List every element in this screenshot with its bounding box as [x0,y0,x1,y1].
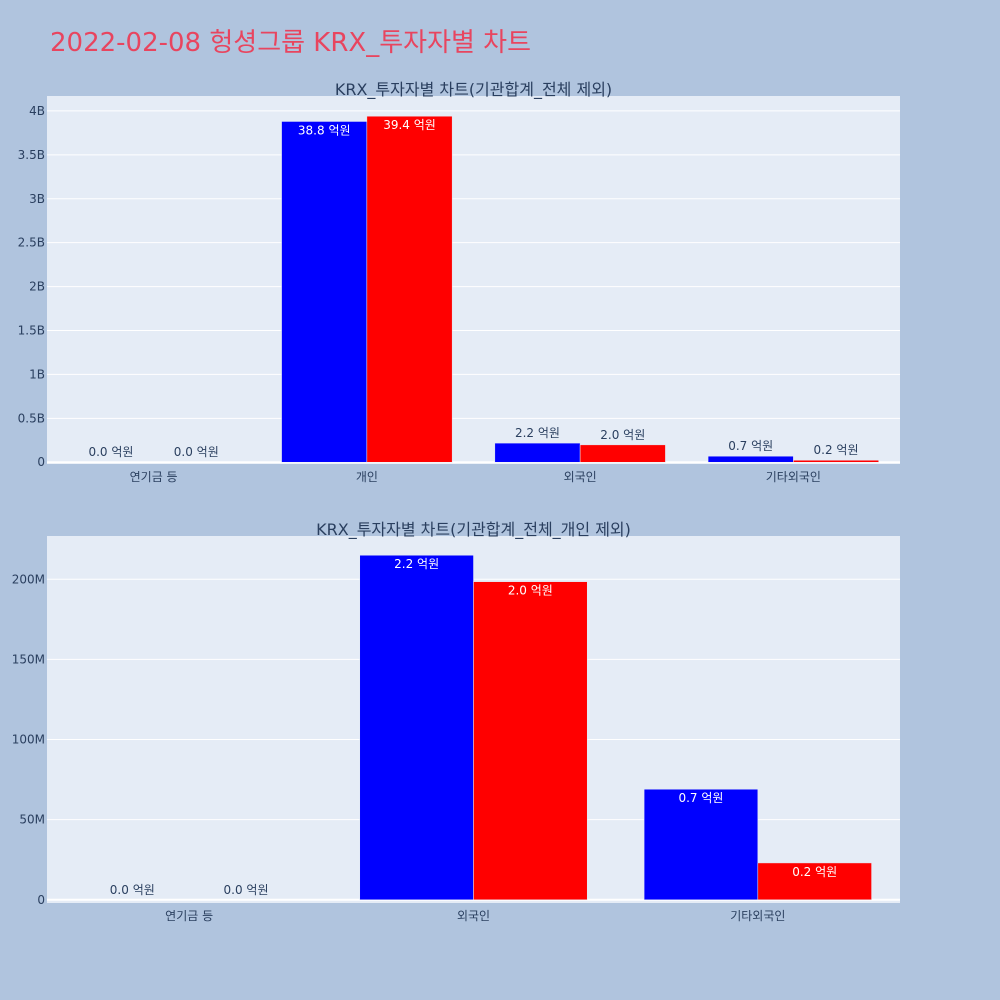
chart-1-ytick-label: 2B [29,280,45,294]
chart-1-ytick-label: 3.5B [18,148,45,162]
chart-1-ytick-label: 2.5B [18,236,45,250]
chart-2-ytick-label: 150M [12,652,45,666]
chart-2-ytick-label: 50M [19,813,45,827]
chart-2-xtick-label: 외국인 [457,909,490,923]
chart-1-xtick-label: 외국인 [564,470,597,484]
chart-1-data-label: 0.2 억원 [814,443,859,457]
chart-1-data-label: 0.7 억원 [728,439,773,453]
chart-2-bar [359,554,474,901]
chart-1-data-label: 2.0 억원 [600,428,645,442]
chart-2-data-label: 2.0 억원 [508,584,553,598]
page-title: 2022-02-08 헝셩그룹 KRX_투자자별 차트 [50,28,532,58]
chart-2-ytick-label: 100M [12,733,45,747]
chart-2: KRX_투자자별 차트(기관합계_전체_개인 제외) 0 50M 100M 150M 20… [12,520,900,923]
chart-2-data-label: 0.0 억원 [224,883,269,897]
chart-2-bar [473,581,588,901]
chart-1-ytick-label: 3B [29,192,45,206]
chart-1-plot-area [47,96,900,464]
chart-1-ytick-label: 1.5B [18,324,45,338]
chart-1-data-label: 0.0 억원 [88,445,133,459]
chart-1-bar [494,442,581,463]
chart-2-title: KRX_투자자별 차트(기관합계_전체_개인 제외) [316,520,631,540]
chart-1-bar [579,444,666,463]
chart-1-data-label: 39.4 억원 [383,118,436,132]
chart-2-xtick-label: 기타외국인 [730,909,785,923]
chart-1-bar [281,121,368,463]
chart-2-bar [757,862,872,901]
chart-2-data-label: 2.2 억원 [394,557,439,571]
chart-2-ytick-label: 0 [37,893,45,907]
chart-2-data-label: 0.2 억원 [792,865,837,879]
chart-1-xtick-label: 연기금 등 [130,470,178,484]
chart-2-data-label: 0.0 억원 [110,883,155,897]
chart-2-ytick-label: 200M [12,572,45,586]
chart-2-xtick-label: 연기금 등 [165,909,213,923]
chart-1-bar [793,459,879,463]
chart-1-xtick-label: 기타외국인 [766,470,821,484]
chart-1-ytick-label: 0 [37,455,45,469]
chart-1-xtick-label: 개인 [356,470,378,484]
chart-1-data-label: 2.2 억원 [515,426,560,440]
chart-1-title: KRX_투자자별 차트(기관합계_전체 제외) [335,80,612,100]
chart-1-bar [366,115,453,463]
chart-1-ytick-label: 1B [29,367,45,381]
chart-1-bar [707,455,794,463]
chart-1-ytick-label: 4B [29,104,45,118]
chart-2-data-label: 0.7 억원 [678,791,723,805]
chart-1-ytick-label: 0.5B [18,411,45,425]
chart-2-bar [643,788,759,901]
chart-1-data-label: 38.8 억원 [298,123,351,137]
chart-1-data-label: 0.0 억원 [174,445,219,459]
chart-1: KRX_투자자별 차트(기관합계_전체 제외) 0 0.5B 1B 1.5B 2B 2.5B… [18,80,900,484]
